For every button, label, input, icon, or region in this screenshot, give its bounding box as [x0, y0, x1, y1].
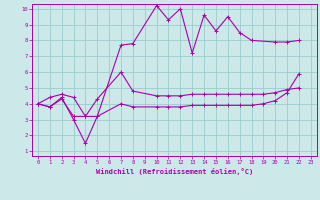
- X-axis label: Windchill (Refroidissement éolien,°C): Windchill (Refroidissement éolien,°C): [96, 168, 253, 175]
